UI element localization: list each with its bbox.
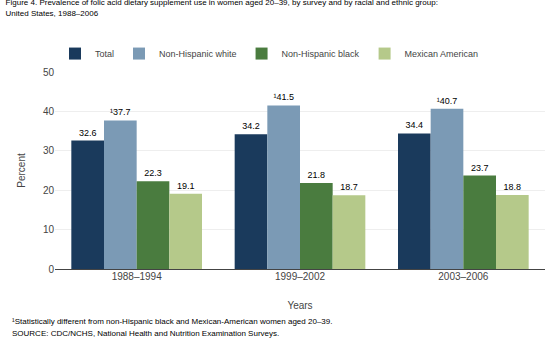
svg-text:SOURCE: CDC/NCHS, National Hea: SOURCE: CDC/NCHS, National Health and Nu… [12, 329, 279, 338]
svg-text:Total: Total [95, 49, 114, 59]
svg-text:Figure 4. Prevalence of folic: Figure 4. Prevalence of folic acid dieta… [6, 0, 438, 18]
svg-text:Years: Years [287, 300, 312, 311]
svg-text:40: 40 [43, 106, 55, 117]
svg-text:23.7: 23.7 [471, 163, 489, 173]
svg-text:0: 0 [48, 264, 54, 275]
svg-text:¹37.7: ¹37.7 [110, 107, 131, 117]
svg-text:19.1: 19.1 [177, 181, 195, 191]
svg-text:34.2: 34.2 [242, 121, 260, 131]
svg-text:¹40.7: ¹40.7 [437, 96, 458, 106]
svg-text:10: 10 [43, 224, 55, 235]
svg-text:22.3: 22.3 [144, 168, 162, 178]
svg-text:18.8: 18.8 [504, 182, 522, 192]
svg-text:Non-Hispanic black: Non-Hispanic black [282, 49, 360, 59]
svg-text:21.8: 21.8 [308, 170, 326, 180]
svg-text:34.4: 34.4 [406, 120, 424, 130]
svg-text:1988–1994: 1988–1994 [112, 271, 162, 282]
svg-text:¹41.5: ¹41.5 [273, 92, 294, 102]
svg-text:1999–2002: 1999–2002 [275, 271, 325, 282]
svg-text:¹Statistically different from: ¹Statistically different from non-Hispan… [12, 317, 332, 326]
svg-text:18.7: 18.7 [340, 182, 358, 192]
svg-text:20: 20 [43, 185, 55, 196]
svg-text:50: 50 [43, 67, 55, 78]
svg-text:Non-Hispanic white: Non-Hispanic white [159, 49, 237, 59]
svg-text:2003–2006: 2003–2006 [438, 271, 488, 282]
svg-text:Mexican American: Mexican American [405, 49, 479, 59]
svg-text:30: 30 [43, 145, 55, 156]
svg-text:Percent: Percent [16, 153, 27, 188]
svg-text:32.6: 32.6 [79, 128, 97, 138]
